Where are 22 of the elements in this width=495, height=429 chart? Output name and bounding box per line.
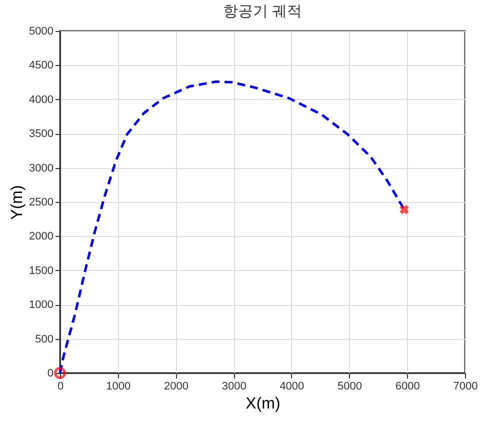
y-tick-label: 2500: [29, 196, 54, 208]
x-tick-label: 4000: [280, 380, 304, 392]
x-tick-label: 6000: [395, 380, 420, 392]
x-tick-label: 0: [57, 380, 64, 392]
y-tick-label: 3500: [29, 128, 54, 140]
x-tick-label: 1000: [106, 380, 131, 392]
y-tick-label: 500: [35, 333, 54, 346]
x-tick-label: 2000: [164, 380, 188, 392]
x-tick-label: 7000: [453, 380, 478, 392]
y-axis-title: Y(m): [9, 185, 26, 220]
x-tick-label: 3000: [222, 380, 246, 392]
y-tick-label: 5000: [29, 26, 54, 38]
x-axis-title: X(m): [246, 396, 280, 412]
x-tick-label: 5000: [338, 380, 362, 392]
y-tick-label: 0: [47, 368, 54, 380]
y-tick-label: 1000: [29, 299, 54, 312]
y-tick-label: 1500: [29, 264, 54, 277]
y-tick-label: 3000: [29, 162, 54, 174]
chart-title: 항공기 궤적: [222, 3, 302, 20]
y-tick-label: 4000: [29, 94, 54, 106]
y-tick-label: 2000: [29, 230, 54, 243]
y-tick-label: 4500: [29, 60, 54, 72]
